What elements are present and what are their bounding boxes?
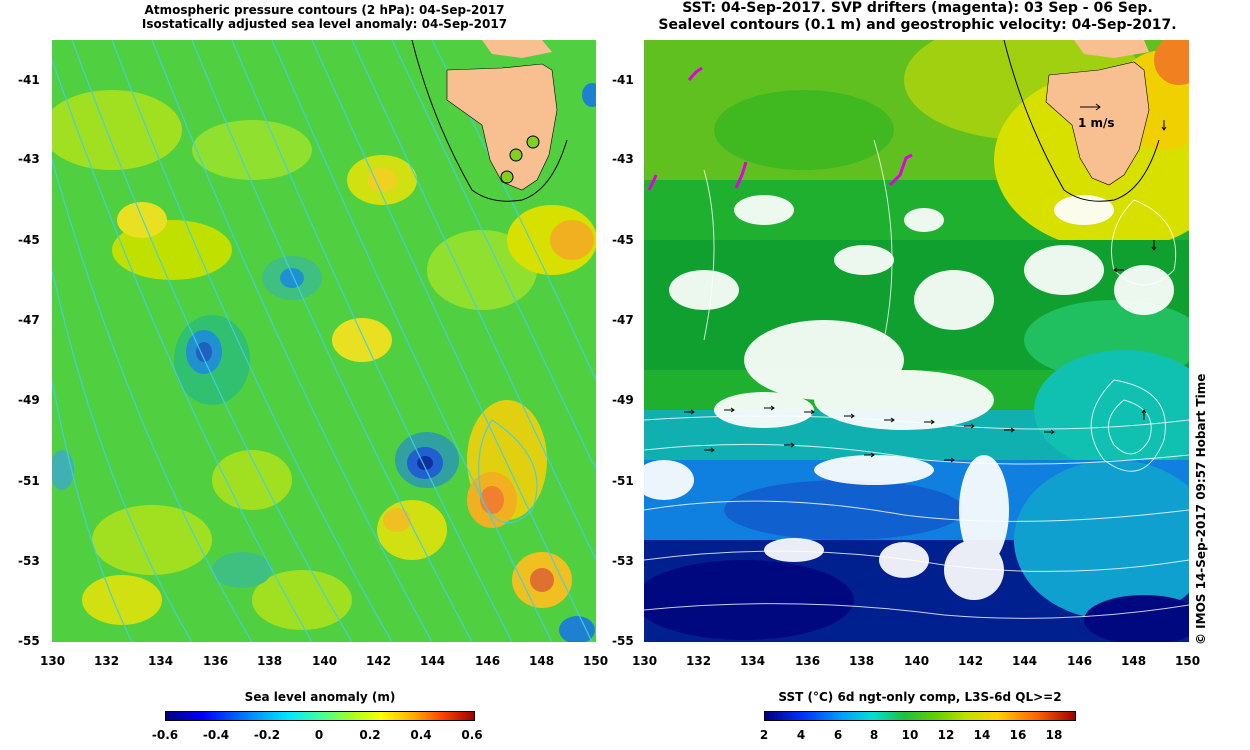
imos-credit: © IMOS 14-Sep-2017 09:57 Hobart Time xyxy=(1194,373,1208,645)
right-x-tick: 132 xyxy=(686,654,712,668)
right-colorbar xyxy=(764,711,1076,721)
left-colorbar-tick: 0.2 xyxy=(359,728,381,742)
right-x-tick: 142 xyxy=(958,654,984,668)
right-x-tick: 148 xyxy=(1121,654,1147,668)
left-x-tick: 130 xyxy=(40,654,66,668)
left-y-tick: -51 xyxy=(18,474,40,488)
tide-gauge-marker xyxy=(509,148,523,162)
left-colorbar-tick: 0 xyxy=(314,728,324,742)
right-colorbar-tick: 10 xyxy=(901,728,919,742)
right-x-tick: 134 xyxy=(740,654,766,668)
sst-field xyxy=(644,40,1189,642)
sea-level-anomaly-map xyxy=(52,40,596,642)
left-x-tick: 144 xyxy=(420,654,446,668)
left-colorbar-tick: -0.6 xyxy=(151,728,179,742)
left-x-tick: 134 xyxy=(148,654,174,668)
drifter-tracks xyxy=(647,66,913,191)
right-colorbar-tick: 14 xyxy=(973,728,991,742)
velocity-scale-label: 1 m/s xyxy=(1078,116,1115,130)
left-colorbar-tick: -0.2 xyxy=(253,728,281,742)
right-y-tick: -53 xyxy=(612,554,634,568)
left-x-tick: 146 xyxy=(475,654,501,668)
right-colorbar-tick: 18 xyxy=(1045,728,1063,742)
right-y-tick: -49 xyxy=(612,393,634,407)
right-colorbar-tick: 2 xyxy=(759,728,769,742)
left-y-tick: -47 xyxy=(18,313,40,327)
left-y-tick: -43 xyxy=(18,152,40,166)
right-y-tick: -45 xyxy=(612,233,634,247)
left-y-tick: -45 xyxy=(18,233,40,247)
right-title-line2: Sealevel contours (0.1 m) and geostrophi… xyxy=(658,17,1177,33)
tide-gauge-marker xyxy=(500,170,514,184)
left-colorbar-tick: -0.4 xyxy=(202,728,230,742)
left-x-tick: 132 xyxy=(94,654,120,668)
right-x-tick: 140 xyxy=(904,654,930,668)
right-y-tick: -43 xyxy=(612,152,634,166)
right-colorbar-tick: 4 xyxy=(796,728,806,742)
right-colorbar-tick: 8 xyxy=(869,728,879,742)
left-x-tick: 150 xyxy=(583,654,609,668)
sst-map: 1 m/s xyxy=(644,40,1189,642)
right-y-tick: -55 xyxy=(612,634,634,648)
right-y-tick: -41 xyxy=(612,73,634,87)
tide-gauge-marker xyxy=(526,135,540,149)
left-y-tick: -53 xyxy=(18,554,40,568)
left-x-tick: 138 xyxy=(257,654,283,668)
left-colorbar-tick: 0.4 xyxy=(410,728,432,742)
right-colorbar-tick: 6 xyxy=(833,728,843,742)
left-x-tick: 142 xyxy=(366,654,392,668)
left-colorbar xyxy=(165,711,475,721)
velocity-scale-arrow xyxy=(1080,103,1101,111)
right-y-tick: -47 xyxy=(612,313,634,327)
left-y-tick: -41 xyxy=(18,73,40,87)
left-x-tick: 136 xyxy=(203,654,229,668)
right-x-tick: 144 xyxy=(1012,654,1038,668)
right-colorbar-tick: 12 xyxy=(937,728,955,742)
left-x-tick: 140 xyxy=(312,654,338,668)
right-colorbar-title: SST (°C) 6d ngt-only comp, L3S-6d QL>=2 xyxy=(778,690,1062,704)
left-colorbar-tick: 0.6 xyxy=(461,728,483,742)
right-y-tick: -51 xyxy=(612,474,634,488)
left-colorbar-title: Sea level anomaly (m) xyxy=(244,690,396,704)
left-title-line2: Isostatically adjusted sea level anomaly… xyxy=(141,17,508,31)
left-x-tick: 148 xyxy=(529,654,555,668)
right-x-tick: 146 xyxy=(1067,654,1093,668)
left-title-line1: Atmospheric pressure contours (2 hPa): 0… xyxy=(144,3,505,17)
sea-level-anomaly-field xyxy=(52,40,596,642)
right-x-tick: 136 xyxy=(795,654,821,668)
left-y-tick: -55 xyxy=(18,634,40,648)
right-x-tick: 150 xyxy=(1175,654,1201,668)
left-y-tick: -49 xyxy=(18,393,40,407)
right-title-line1: SST: 04-Sep-2017. SVP drifters (magenta)… xyxy=(682,0,1153,16)
right-colorbar-tick: 16 xyxy=(1009,728,1027,742)
right-x-tick: 130 xyxy=(632,654,658,668)
right-x-tick: 138 xyxy=(849,654,875,668)
